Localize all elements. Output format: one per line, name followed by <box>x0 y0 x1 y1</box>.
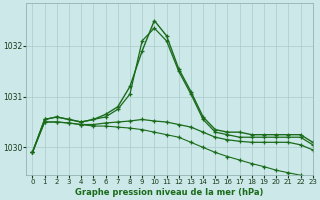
X-axis label: Graphe pression niveau de la mer (hPa): Graphe pression niveau de la mer (hPa) <box>76 188 264 197</box>
